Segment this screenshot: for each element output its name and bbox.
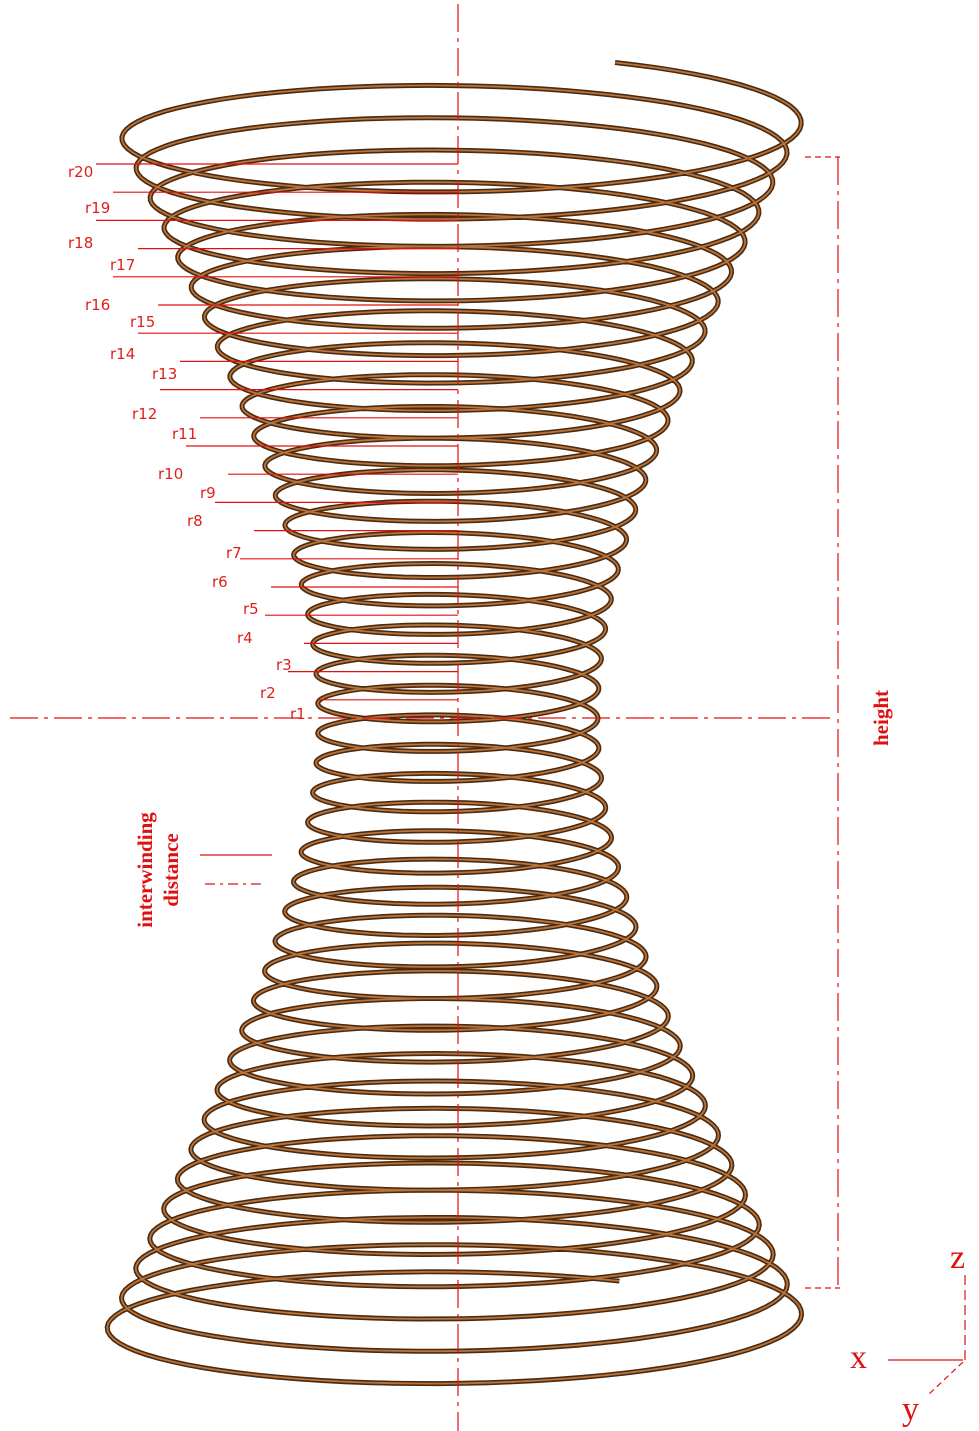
- radius-label: r14: [110, 345, 135, 363]
- radius-label: r2: [260, 684, 276, 702]
- x-label: x: [850, 1339, 867, 1376]
- radius-label: r4: [237, 629, 253, 647]
- radius-label: r9: [200, 484, 216, 502]
- radius-label: r6: [212, 573, 228, 591]
- radius-label: r12: [132, 405, 157, 423]
- radius-label: r16: [85, 296, 110, 314]
- radius-label: r11: [172, 425, 197, 443]
- radius-label: r15: [130, 313, 155, 331]
- radius-label: r7: [226, 544, 242, 562]
- radius-label: r17: [110, 256, 135, 274]
- interwinding-label: distance: [159, 833, 183, 907]
- radius-label: r1: [290, 705, 306, 723]
- radius-label: r10: [158, 465, 183, 483]
- radius-label: r8: [187, 512, 203, 530]
- z-label: z: [950, 1239, 965, 1276]
- coil-wire: [104, 60, 805, 1387]
- radius-label: r13: [152, 365, 177, 383]
- radius-label: r19: [85, 199, 110, 217]
- interwinding-label: interwinding: [133, 812, 157, 928]
- guides: [10, 4, 966, 1431]
- radius-label: r3: [276, 656, 292, 674]
- coil: [104, 60, 805, 1387]
- radius-label: r20: [68, 163, 93, 181]
- y-label: y: [902, 1391, 919, 1428]
- radius-label: r5: [243, 600, 259, 618]
- y-axis: [927, 1361, 964, 1396]
- height-label: height: [869, 690, 893, 746]
- radius-label: r18: [68, 234, 93, 252]
- coil-highlight: [106, 61, 803, 1385]
